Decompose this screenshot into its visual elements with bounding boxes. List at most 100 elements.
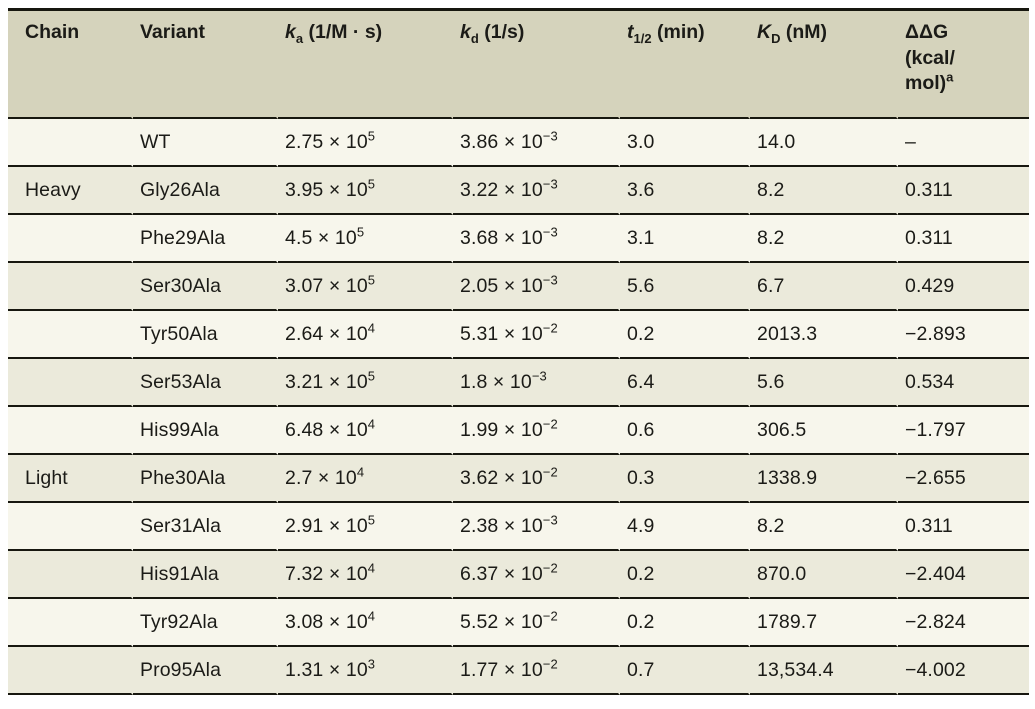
col-header-kD: KD (nM)	[750, 11, 898, 119]
exponent: −2	[542, 416, 558, 431]
kd-unit: (1/s)	[478, 21, 525, 43]
cell-variant: WT	[133, 119, 278, 167]
cell-kD: 6.7	[750, 263, 898, 311]
exponent: −2	[542, 656, 558, 671]
cell-t_half: 4.9	[620, 503, 750, 551]
exponent: 5	[356, 224, 365, 239]
col-header-variant-label: Variant	[140, 21, 206, 43]
exponent: 4	[356, 464, 365, 479]
cell-kD: 14.0	[750, 119, 898, 167]
exponent: 5	[367, 368, 376, 383]
cell-ddG: −2.655	[898, 455, 1029, 503]
cell-t_half: 5.6	[620, 263, 750, 311]
cell-chain	[8, 263, 133, 311]
cell-kd: 1.77 × 10−2	[453, 647, 620, 695]
table-row: Tyr50Ala 2.64 × 104 5.31 × 10−2 0.2 2013.3 −2…	[8, 311, 1029, 359]
cell-t_half: 0.6	[620, 407, 750, 455]
exponent: 5	[367, 512, 376, 527]
kD-subscript: D	[771, 30, 781, 46]
cell-ka: 2.7 × 104	[278, 455, 453, 503]
col-header-variant: Variant	[133, 11, 278, 119]
cell-kD: 1789.7	[750, 599, 898, 647]
cell-ka: 4.5 × 105	[278, 215, 453, 263]
cell-chain	[8, 647, 133, 695]
table-row: Ser30Ala 3.07 × 105 2.05 × 10−3 5.6 6.7 0.429	[8, 263, 1029, 311]
exponent: −2	[542, 608, 558, 623]
ka-unit: (1/M · s)	[303, 21, 383, 43]
cell-kD: 870.0	[750, 551, 898, 599]
cell-ka: 3.08 × 104	[278, 599, 453, 647]
cell-variant: His99Ala	[133, 407, 278, 455]
cell-ka: 3.07 × 105	[278, 263, 453, 311]
exponent: 4	[367, 416, 376, 431]
cell-chain	[8, 359, 133, 407]
exponent: 4	[367, 560, 376, 575]
cell-variant: Ser31Ala	[133, 503, 278, 551]
exponent: −2	[542, 464, 558, 479]
ddG-label-line1: ΔΔG	[905, 21, 949, 43]
ddG-label-line2: (kcal/	[905, 46, 955, 69]
table-row: Ser53Ala 3.21 × 105 1.8 × 10−3 6.4 5.6 0.534	[8, 359, 1029, 407]
cell-t_half: 3.6	[620, 167, 750, 215]
table-row: Tyr92Ala 3.08 × 104 5.52 × 10−2 0.2 1789.7 −2…	[8, 599, 1029, 647]
table-row: WT 2.75 × 105 3.86 × 10−3 3.0 14.0–	[8, 119, 1029, 167]
ddG-unit-close: mol)	[905, 72, 947, 95]
cell-kd: 3.22 × 10−3	[453, 167, 620, 215]
table-header: Chain Variant ka (1/M · s) kd (1/s) t1/2…	[8, 11, 1029, 119]
cell-kd: 1.8 × 10−3	[453, 359, 620, 407]
cell-kD: 2013.3	[750, 311, 898, 359]
cell-variant: Phe29Ala	[133, 215, 278, 263]
table-body: WT 2.75 × 105 3.86 × 10−3 3.0 14.0– Heavy Gly2…	[8, 119, 1029, 695]
cell-ddG: −1.797	[898, 407, 1029, 455]
cell-variant: Phe30Ala	[133, 455, 278, 503]
cell-kd: 3.86 × 10−3	[453, 119, 620, 167]
cell-ddG: 0.311	[898, 503, 1029, 551]
col-header-thalf: t1/2 (min)	[620, 11, 750, 119]
cell-chain	[8, 215, 133, 263]
cell-ddG: 0.429	[898, 263, 1029, 311]
cell-variant: Tyr50Ala	[133, 311, 278, 359]
cell-ddG: –	[898, 119, 1029, 167]
kD-symbol: K	[757, 21, 772, 43]
exponent: −3	[542, 176, 558, 191]
cell-ka: 2.91 × 105	[278, 503, 453, 551]
cell-ddG: −2.824	[898, 599, 1029, 647]
cell-chain	[8, 311, 133, 359]
cell-ddG: 0.534	[898, 359, 1029, 407]
cell-kD: 5.6	[750, 359, 898, 407]
cell-ka: 2.64 × 104	[278, 311, 453, 359]
cell-variant: Ser53Ala	[133, 359, 278, 407]
cell-chain	[8, 119, 133, 167]
ddG-label-line3: mol)a	[905, 71, 1025, 97]
cell-chain	[8, 551, 133, 599]
header-row: Chain Variant ka (1/M · s) kd (1/s) t1/2…	[8, 11, 1029, 119]
cell-t_half: 0.2	[620, 551, 750, 599]
thalf-unit: (min)	[651, 21, 705, 43]
cell-variant: Pro95Ala	[133, 647, 278, 695]
exponent: −3	[542, 128, 558, 143]
cell-kd: 1.99 × 10−2	[453, 407, 620, 455]
exponent: −3	[542, 272, 558, 287]
cell-t_half: 3.0	[620, 119, 750, 167]
ka-symbol: k	[285, 21, 296, 43]
cell-t_half: 0.2	[620, 311, 750, 359]
table-row: Heavy Gly26Ala 3.95 × 105 3.22 × 10−3 3.6 8.2…	[8, 167, 1029, 215]
cell-kd: 5.52 × 10−2	[453, 599, 620, 647]
exponent: −3	[531, 368, 547, 383]
cell-kd: 2.05 × 10−3	[453, 263, 620, 311]
cell-ddG: −2.893	[898, 311, 1029, 359]
col-header-ddG: ΔΔG (kcal/ mol)a	[898, 11, 1029, 119]
cell-kd: 6.37 × 10−2	[453, 551, 620, 599]
cell-kd: 3.68 × 10−3	[453, 215, 620, 263]
cell-ka: 2.75 × 105	[278, 119, 453, 167]
table-row: His91Ala 7.32 × 104 6.37 × 10−2 0.2 870.0 −2.…	[8, 551, 1029, 599]
exponent: 5	[367, 128, 376, 143]
cell-t_half: 0.2	[620, 599, 750, 647]
cell-chain	[8, 407, 133, 455]
cell-variant: Ser30Ala	[133, 263, 278, 311]
cell-variant: Gly26Ala	[133, 167, 278, 215]
col-header-kd: kd (1/s)	[453, 11, 620, 119]
kinetics-table: Chain Variant ka (1/M · s) kd (1/s) t1/2…	[8, 8, 1029, 695]
cell-kD: 306.5	[750, 407, 898, 455]
table-row: Pro95Ala 1.31 × 103 1.77 × 10−2 0.7 13,534.4…	[8, 647, 1029, 695]
